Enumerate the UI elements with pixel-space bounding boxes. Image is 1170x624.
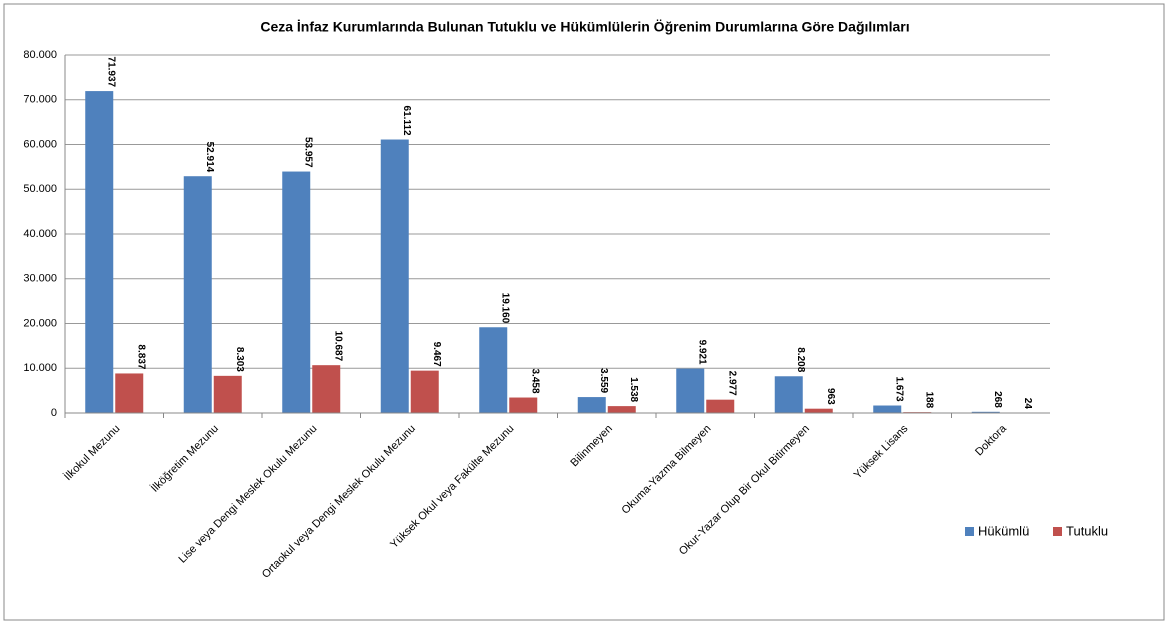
legend-swatch xyxy=(1053,527,1062,536)
value-label: 1.538 xyxy=(628,377,639,402)
bar xyxy=(873,405,902,413)
legend-label: Hükümlü xyxy=(978,523,1029,538)
bar xyxy=(509,397,538,413)
bar xyxy=(380,139,409,413)
value-label: 188 xyxy=(924,391,935,408)
bar xyxy=(479,327,508,413)
bar xyxy=(607,406,636,413)
value-label: 61.112 xyxy=(401,105,412,135)
value-label: 53.957 xyxy=(303,137,314,168)
value-label: 19.160 xyxy=(500,293,511,324)
y-tick-label: 50.000 xyxy=(23,183,57,195)
bar xyxy=(410,370,439,413)
value-label: 8.208 xyxy=(795,347,806,372)
legend-swatch xyxy=(965,527,974,536)
chart-title: Ceza İnfaz Kurumlarında Bulunan Tutuklu … xyxy=(260,19,909,35)
bar xyxy=(282,171,311,413)
y-tick-label: 70.000 xyxy=(23,94,57,106)
bar xyxy=(676,368,705,413)
value-label: 10.687 xyxy=(333,331,344,362)
y-tick-label: 60.000 xyxy=(23,138,57,150)
bar xyxy=(804,408,833,413)
y-tick-label: 40.000 xyxy=(23,228,57,240)
value-label: 9.921 xyxy=(697,340,708,365)
y-tick-label: 10.000 xyxy=(23,362,57,374)
bar xyxy=(115,373,144,413)
bar xyxy=(312,365,341,413)
y-tick-label: 30.000 xyxy=(23,273,57,285)
y-tick-label: 80.000 xyxy=(23,49,57,61)
value-label: 268 xyxy=(992,391,1003,408)
bar xyxy=(774,376,803,413)
value-label: 3.559 xyxy=(598,368,609,393)
legend-label: Tutuklu xyxy=(1066,523,1108,538)
value-label: 1.673 xyxy=(894,376,905,401)
bar xyxy=(706,399,735,413)
y-tick-label: 0 xyxy=(51,407,57,419)
value-label: 8.837 xyxy=(136,344,147,369)
bar xyxy=(213,375,242,413)
bar xyxy=(183,176,212,413)
value-label: 52.914 xyxy=(204,142,215,173)
value-label: 24 xyxy=(1022,398,1033,410)
bar xyxy=(971,411,1000,413)
value-label: 2.977 xyxy=(727,371,738,396)
value-label: 3.458 xyxy=(530,368,541,393)
value-label: 9.467 xyxy=(431,342,442,367)
bar xyxy=(85,91,114,414)
value-label: 71.937 xyxy=(106,56,117,87)
value-label: 8.303 xyxy=(234,347,245,372)
bar xyxy=(577,397,606,413)
y-tick-label: 20.000 xyxy=(23,317,57,329)
value-label: 963 xyxy=(825,388,836,405)
